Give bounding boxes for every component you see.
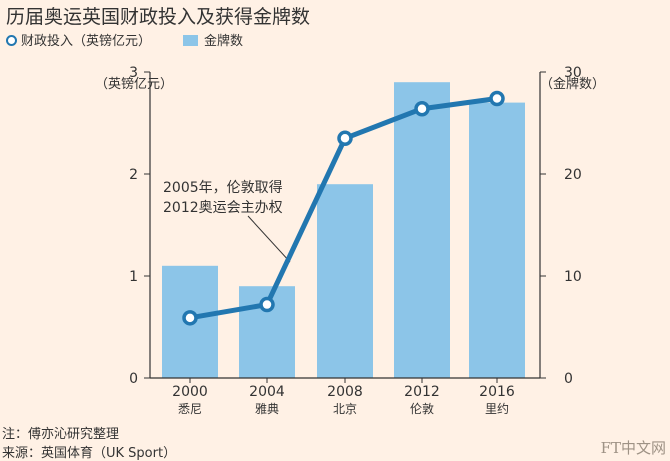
bar-swatch-icon [183,35,198,46]
source-text: 来源：英国体育（UK Sport） [2,446,177,461]
line-point-2004 [259,296,275,313]
annotation-text-line-2: 2012奥运会主办权 [163,199,283,216]
right-tick-label: 10 [564,269,582,285]
x-tick-year-2004: 2004 [249,384,285,400]
x-tick-city-2004: 雅典 [255,401,279,416]
line-point-2008 [337,130,353,147]
left-tick-label: 1 [129,269,138,285]
line-point-2016 [489,90,505,107]
right-tick-label: 20 [564,167,582,183]
annotation: 2005年，伦敦取得 2012奥运会主办权 [163,179,291,263]
x-tick-year-2016: 2016 [479,384,515,400]
x-tick-year-2000: 2000 [172,384,208,400]
right-axis-unit-label: （金牌数） [540,76,605,92]
annotation-leader-line [247,215,291,263]
line-marker-icon [6,35,17,46]
chart-title: 历届奥运英国财政投入及获得金牌数 [6,6,311,28]
line-series [182,90,505,326]
note-text: 注：傅亦沁研究整理 [2,427,120,442]
legend-bar-label: 金牌数 [204,34,244,49]
left-axis-unit-label: （英镑亿元） [95,76,173,92]
bar-2008 [317,184,373,378]
x-tick-city-2012: 伦敦 [410,401,434,416]
x-tick-city-2016: 里约 [485,401,509,416]
x-tick-year-2012: 2012 [404,384,440,400]
axes [144,71,546,383]
brand-logo: FT中文网 [600,439,666,457]
bar-2012 [394,82,450,378]
legend-bar-entry: 金牌数 [183,30,243,49]
right-tick-label: 30 [564,65,582,81]
x-tick-year-2008: 2008 [327,384,363,400]
right-tick-label: 0 [564,371,573,387]
line-point-2000 [182,310,198,326]
bar-2016 [469,102,525,378]
annotation-text-line-1: 2005年，伦敦取得 [163,179,283,196]
legend-line-label: 财政投入（英镑亿元） [21,34,152,49]
x-tick-city-2000: 悉尼 [178,402,202,416]
x-tick-city-2008: 北京 [333,402,357,416]
bar-series [162,82,525,378]
left-tick-label: 3 [129,65,138,81]
line-point-2012 [414,100,430,117]
left-tick-label: 0 [129,371,138,387]
legend-line-entry: 财政投入（英镑亿元） [6,30,151,49]
left-tick-label: 2 [129,167,138,183]
